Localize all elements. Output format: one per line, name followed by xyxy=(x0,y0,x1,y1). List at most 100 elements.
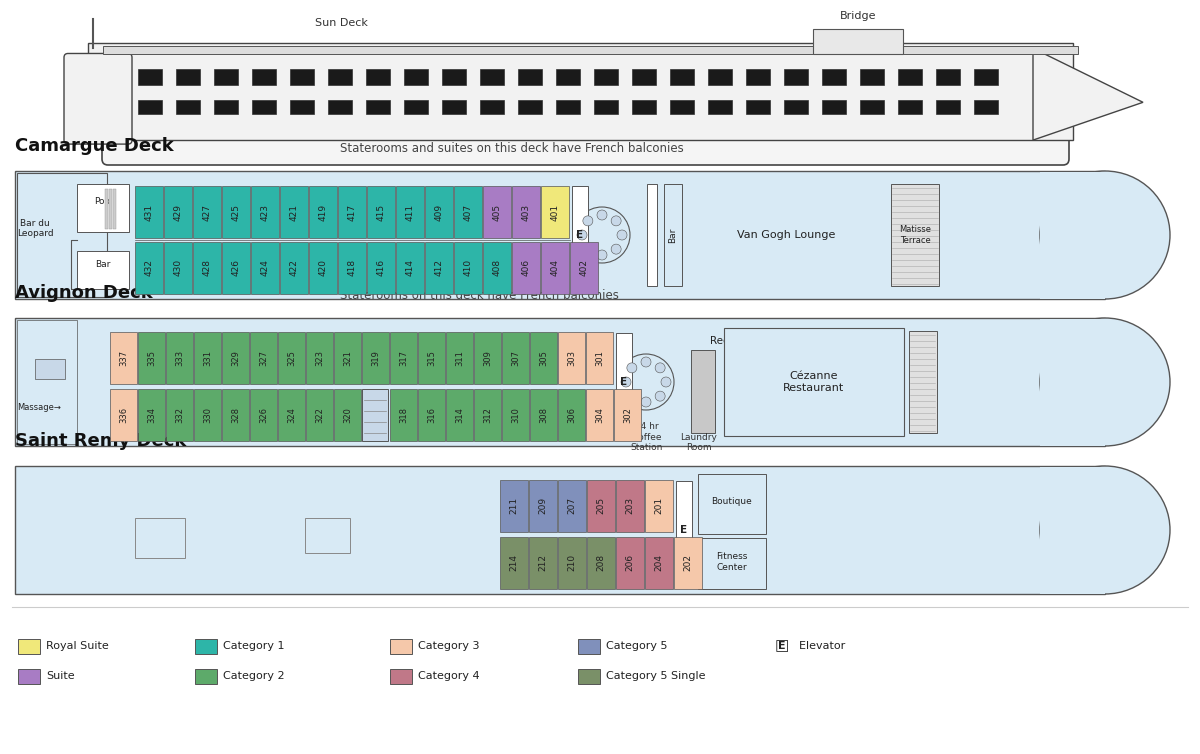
Bar xyxy=(290,69,314,84)
Bar xyxy=(746,69,770,84)
Bar xyxy=(418,332,445,384)
Text: 205: 205 xyxy=(596,498,606,514)
Bar xyxy=(518,100,542,115)
Text: Bar du
Leopard: Bar du Leopard xyxy=(17,219,53,238)
Text: 201: 201 xyxy=(654,498,664,514)
Circle shape xyxy=(617,230,628,240)
Bar xyxy=(194,669,217,684)
Text: Saint Remy Deck: Saint Remy Deck xyxy=(14,432,186,450)
Text: 412: 412 xyxy=(434,259,444,277)
Text: 429: 429 xyxy=(174,204,182,221)
Text: 312: 312 xyxy=(482,407,492,423)
Text: 405: 405 xyxy=(492,204,502,221)
Text: Staterooms and suites on this deck have French balconies: Staterooms and suites on this deck have … xyxy=(340,142,684,155)
Text: Staterooms on this deck have French balconies: Staterooms on this deck have French balc… xyxy=(340,289,619,302)
Text: 401: 401 xyxy=(551,204,559,221)
Bar xyxy=(252,100,276,115)
Text: Cézanne
Restaurant: Cézanne Restaurant xyxy=(784,371,845,393)
Text: 402: 402 xyxy=(580,259,588,277)
Bar xyxy=(541,242,569,294)
Bar xyxy=(512,242,540,294)
Circle shape xyxy=(583,216,593,226)
Bar xyxy=(558,480,586,532)
Circle shape xyxy=(661,377,671,387)
Text: Pool: Pool xyxy=(94,198,113,207)
Bar xyxy=(222,332,250,384)
Bar xyxy=(898,100,922,115)
Text: 322: 322 xyxy=(314,407,324,423)
Bar xyxy=(512,186,540,238)
Ellipse shape xyxy=(1040,318,1170,446)
Bar xyxy=(88,43,1073,140)
Bar xyxy=(106,188,108,228)
Bar xyxy=(164,242,192,294)
Text: 210: 210 xyxy=(568,554,576,572)
Bar xyxy=(194,332,221,384)
Text: 428: 428 xyxy=(203,259,211,277)
Text: 301: 301 xyxy=(595,350,604,366)
Bar xyxy=(305,518,350,553)
Text: 202: 202 xyxy=(684,554,692,572)
Bar xyxy=(418,389,445,441)
Bar xyxy=(250,332,277,384)
Text: Fitness
Center: Fitness Center xyxy=(716,552,748,572)
Bar xyxy=(572,186,588,284)
Text: 305: 305 xyxy=(539,350,548,366)
Text: 421: 421 xyxy=(289,204,299,221)
Bar xyxy=(77,185,130,232)
Text: 319: 319 xyxy=(371,350,380,366)
Text: 407: 407 xyxy=(463,204,473,221)
Text: Sun Deck: Sun Deck xyxy=(314,18,368,28)
Bar xyxy=(362,389,388,441)
Text: 415: 415 xyxy=(377,204,385,221)
Bar xyxy=(166,389,193,441)
Bar xyxy=(193,186,221,238)
Text: 317: 317 xyxy=(398,350,408,366)
Bar xyxy=(822,69,846,84)
Bar xyxy=(366,100,390,115)
Text: Camargue Deck: Camargue Deck xyxy=(14,137,174,155)
Text: 404: 404 xyxy=(551,259,559,277)
Circle shape xyxy=(611,216,622,226)
Ellipse shape xyxy=(1040,171,1170,299)
Bar xyxy=(647,184,658,287)
Bar xyxy=(138,69,162,84)
FancyBboxPatch shape xyxy=(64,54,132,144)
Bar xyxy=(698,474,766,534)
Text: 328: 328 xyxy=(230,407,240,423)
Bar xyxy=(442,100,466,115)
Circle shape xyxy=(622,377,631,387)
Text: 311: 311 xyxy=(455,350,464,366)
Circle shape xyxy=(682,547,698,563)
Bar xyxy=(18,669,40,684)
Bar xyxy=(138,332,166,384)
Bar xyxy=(176,100,200,115)
Bar xyxy=(310,242,337,294)
Text: 424: 424 xyxy=(260,259,270,276)
Bar xyxy=(558,332,586,384)
Bar xyxy=(338,186,366,238)
Circle shape xyxy=(577,230,587,240)
Bar xyxy=(518,69,542,84)
Text: 418: 418 xyxy=(348,259,356,277)
Text: 406: 406 xyxy=(522,259,530,277)
Bar xyxy=(541,186,569,238)
Text: □: □ xyxy=(775,639,790,654)
Polygon shape xyxy=(1033,48,1142,140)
Bar xyxy=(390,389,418,441)
Bar xyxy=(746,100,770,115)
Bar xyxy=(166,332,193,384)
Bar xyxy=(18,639,40,654)
Text: 310: 310 xyxy=(511,407,520,423)
Bar xyxy=(454,186,482,238)
Bar xyxy=(17,173,107,297)
Text: 324: 324 xyxy=(287,407,296,423)
Text: Category 5: Category 5 xyxy=(606,641,667,651)
Text: 403: 403 xyxy=(522,204,530,221)
Bar xyxy=(446,389,473,441)
Bar xyxy=(14,466,1105,594)
Bar xyxy=(367,186,395,238)
Ellipse shape xyxy=(1040,466,1170,594)
Bar xyxy=(974,100,998,115)
Bar xyxy=(222,186,250,238)
